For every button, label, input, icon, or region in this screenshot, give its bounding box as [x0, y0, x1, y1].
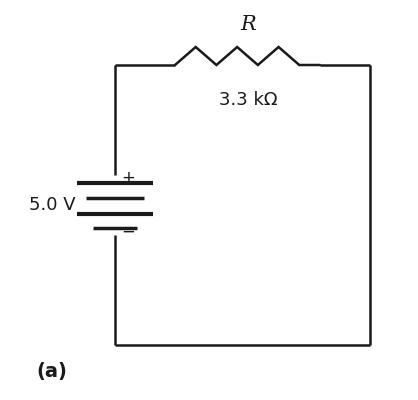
Text: 3.3 kΩ: 3.3 kΩ	[219, 91, 277, 109]
Text: 5.0 V: 5.0 V	[29, 196, 75, 214]
Text: R: R	[240, 16, 256, 34]
Text: −: −	[121, 223, 135, 241]
Text: +: +	[121, 169, 135, 187]
Text: (a): (a)	[36, 362, 67, 382]
